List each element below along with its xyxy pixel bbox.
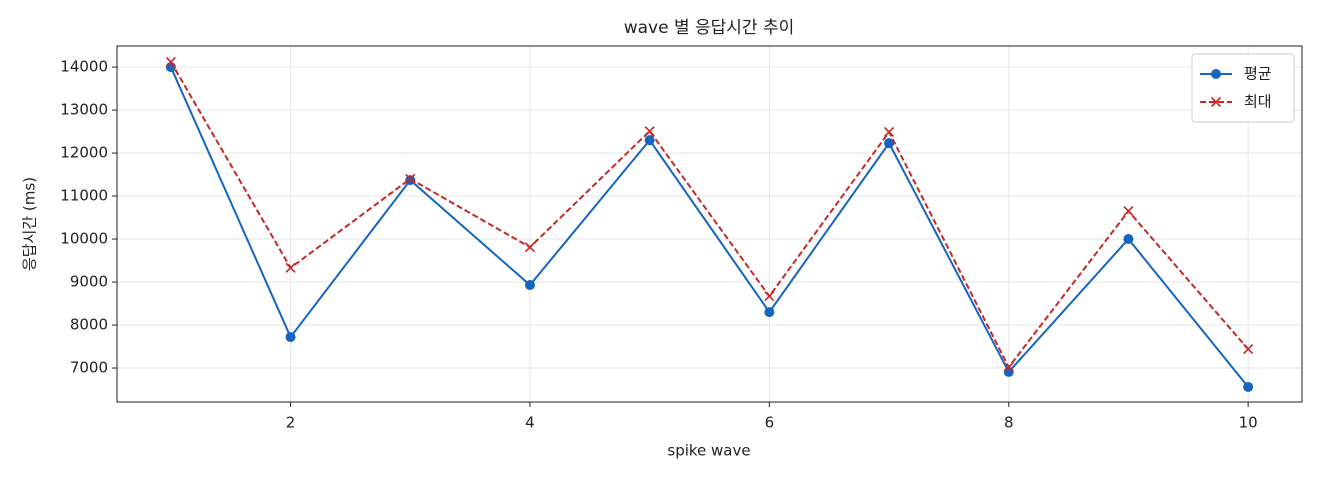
point (285, 262, 296, 273)
x-tick-label: 4 (525, 414, 535, 432)
point (764, 291, 775, 302)
x-tick-label: 2 (286, 414, 296, 432)
series-line (169, 61, 1249, 370)
point (1003, 362, 1014, 373)
y-tick-label: 13000 (60, 101, 108, 119)
y-tick-label: 8000 (70, 316, 108, 334)
x-tick-label: 10 (1239, 414, 1258, 432)
point (285, 332, 296, 343)
series-line (169, 66, 1249, 388)
point (524, 242, 536, 253)
x-axis-label: spike wave (667, 442, 750, 460)
point (405, 175, 416, 186)
legend-marker (1210, 96, 1222, 108)
legend-box (1191, 53, 1295, 123)
point (405, 173, 416, 184)
point (883, 126, 895, 138)
x-tick-label: 6 (765, 414, 775, 432)
point (524, 280, 535, 291)
plot-frame (116, 45, 1303, 403)
y-axis-label: 응답시간 (ms) (21, 177, 39, 271)
point (884, 138, 895, 149)
y-tick-label: 14000 (60, 58, 108, 76)
legend-label: 최대 (1244, 93, 1272, 111)
point (644, 135, 655, 146)
point (1243, 344, 1254, 355)
y-tick-label: 11000 (60, 187, 108, 205)
point (644, 126, 655, 137)
y-tick-label: 9000 (70, 273, 108, 291)
x-tick-label: 8 (1004, 414, 1014, 432)
legend-marker (1211, 69, 1221, 79)
legend-label: 평균 (1244, 65, 1272, 83)
y-tick-label: 12000 (60, 144, 108, 162)
y-tick-label: 7000 (70, 359, 108, 377)
chart-title: wave 별 응답시간 추이 (624, 18, 795, 38)
point (764, 307, 775, 318)
point (1123, 206, 1134, 217)
y-tick-label: 10000 (60, 230, 108, 248)
point (165, 56, 176, 67)
point (1243, 381, 1254, 392)
point (1123, 234, 1134, 245)
